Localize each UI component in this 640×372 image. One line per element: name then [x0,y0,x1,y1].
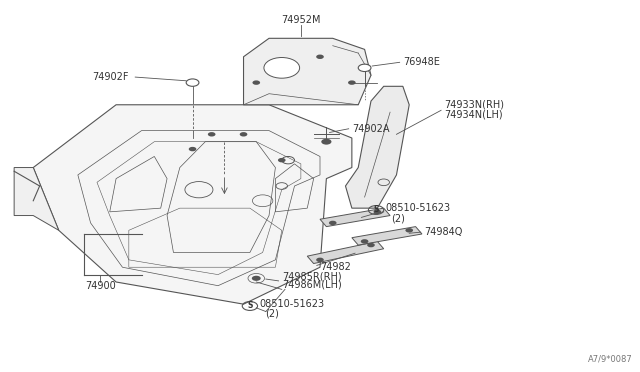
Circle shape [321,139,332,145]
Circle shape [374,210,381,214]
Text: S: S [247,301,253,311]
Circle shape [361,239,369,244]
Circle shape [186,79,199,86]
Polygon shape [33,105,352,304]
Circle shape [252,80,260,85]
Text: 74986M(LH): 74986M(LH) [282,280,342,289]
Text: (2): (2) [265,308,279,318]
Circle shape [405,228,413,232]
Polygon shape [320,208,390,227]
Circle shape [316,258,324,262]
Circle shape [329,221,337,225]
Text: 74984Q: 74984Q [424,227,462,237]
Text: 74982: 74982 [320,262,351,272]
Text: 74952M: 74952M [281,15,321,25]
Text: S: S [373,205,379,215]
Circle shape [348,80,356,85]
Circle shape [252,276,260,281]
Polygon shape [14,167,59,230]
Circle shape [240,132,247,137]
Text: 74985R(RH): 74985R(RH) [282,272,341,282]
Polygon shape [352,227,422,245]
Circle shape [367,243,375,247]
Polygon shape [346,86,409,208]
Text: 74933N(RH): 74933N(RH) [444,100,504,110]
Circle shape [358,64,371,71]
Text: 74902F: 74902F [92,72,129,82]
Text: 08510-51623: 08510-51623 [386,203,451,213]
Circle shape [316,55,324,59]
Text: 74902A: 74902A [352,124,389,134]
Text: 08510-51623: 08510-51623 [259,299,324,309]
Text: 74934N(LH): 74934N(LH) [444,109,503,119]
Circle shape [189,147,196,151]
Circle shape [208,132,216,137]
Polygon shape [244,38,371,105]
Circle shape [278,158,285,162]
Text: (2): (2) [392,214,405,224]
Text: A7/9*0087: A7/9*0087 [588,354,632,363]
Text: 76948E: 76948E [403,57,440,67]
Text: 74900: 74900 [84,281,116,291]
Polygon shape [307,241,384,263]
Circle shape [264,58,300,78]
